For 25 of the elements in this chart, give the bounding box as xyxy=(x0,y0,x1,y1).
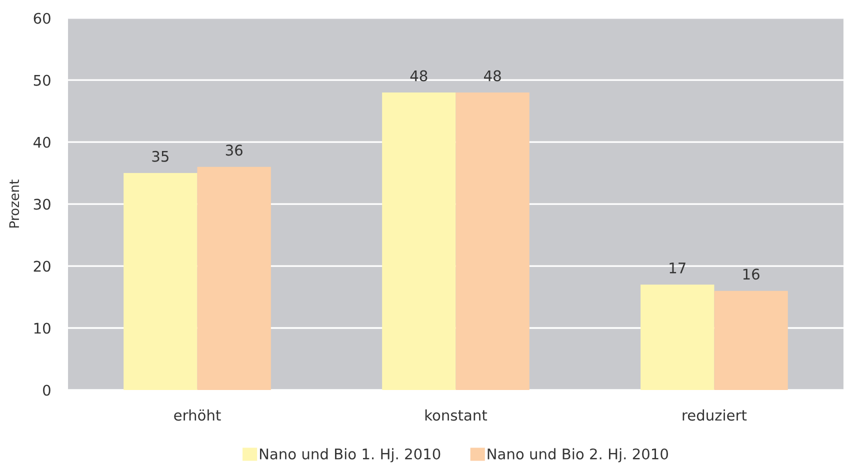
y-tick-label: 10 xyxy=(34,322,50,334)
y-tick-label: 40 xyxy=(34,136,50,148)
data-label: 48 xyxy=(484,70,501,82)
data-label: 36 xyxy=(226,144,242,156)
y-tick-label: 0 xyxy=(43,384,50,396)
x-tick-label: reduziert xyxy=(682,409,747,421)
bar xyxy=(640,284,714,390)
bar xyxy=(714,290,788,390)
bar xyxy=(124,173,198,390)
y-tick-label: 20 xyxy=(34,260,50,272)
y-tick-label: 30 xyxy=(34,198,50,210)
data-label: 16 xyxy=(743,268,760,280)
data-label: 35 xyxy=(152,150,168,162)
data-label: 48 xyxy=(410,70,428,82)
y-tick-label: 50 xyxy=(34,74,50,86)
legend-label: Nano und Bio 2. Hj. 2010 xyxy=(488,448,668,462)
x-tick-label: erhöht xyxy=(174,409,221,421)
data-label: 17 xyxy=(670,262,686,274)
x-tick-label: konstant xyxy=(425,409,488,421)
bar xyxy=(456,92,530,390)
y-tick-label: 60 xyxy=(34,12,50,24)
legend-label: Nano und Bio 1. Hj. 2010 xyxy=(260,448,440,462)
bar xyxy=(382,92,456,390)
y-axis-title: Prozent xyxy=(9,180,20,228)
bar xyxy=(197,166,271,390)
